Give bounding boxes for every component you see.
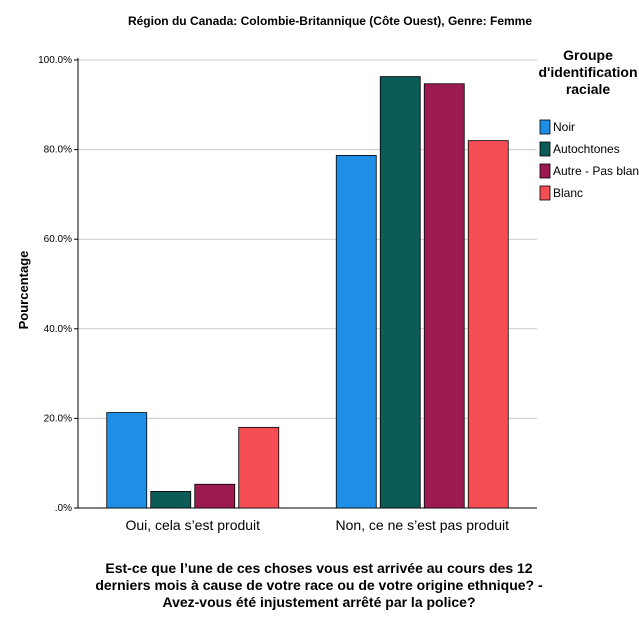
x-axis-label-line: Est-ce que l’une de ces choses vous est …: [105, 560, 532, 576]
bar: [106, 412, 148, 509]
bar: [423, 83, 465, 509]
legend-title: raciale: [566, 81, 611, 97]
legend-label: Noir: [553, 120, 575, 134]
bar: [238, 426, 280, 509]
x-axis-label: Est-ce que l’une de ces choses vous est …: [95, 560, 543, 610]
x-category-label: Non, ce ne s’est pas produit: [335, 517, 509, 533]
y-tick-label: 20.0%: [44, 413, 72, 424]
y-tick-label: .0%: [55, 503, 72, 514]
y-tick-label: 60.0%: [44, 234, 72, 245]
legend-label: Autre - Pas blanc: [553, 164, 639, 178]
legend-swatch: [539, 141, 551, 157]
bars: [106, 76, 509, 509]
legend-title: Groupe: [563, 47, 613, 63]
bar: [150, 491, 192, 509]
legend-swatch: [539, 185, 551, 201]
legend-swatch: [539, 119, 551, 135]
y-tick-labels: .0% 20.0% 40.0% 60.0% 80.0% 100.0%: [38, 55, 72, 514]
x-category-labels: Oui, cela s’est produit Non, ce ne s’est …: [125, 517, 509, 533]
y-tick-label: 100.0%: [38, 55, 72, 66]
bar: [335, 155, 377, 509]
x-axis-label-line: derniers mois à cause de votre race ou d…: [95, 577, 543, 593]
chart-title: Région du Canada: Colombie-Britannique (…: [128, 14, 532, 28]
legend-swatch: [539, 163, 551, 179]
legend-label: Blanc: [553, 186, 583, 200]
bar: [379, 76, 421, 509]
legend-label: Autochtones: [553, 142, 620, 156]
bar: [194, 483, 236, 509]
y-tick-label: 80.0%: [44, 145, 72, 156]
bar: [467, 140, 509, 509]
legend-title: d'identification: [539, 64, 638, 80]
x-axis-label-line: Avez-vous été injustement arrêté par la …: [162, 594, 475, 610]
y-tick-label: 40.0%: [44, 324, 72, 335]
x-category-label: Oui, cela s’est produit: [125, 517, 260, 533]
y-axis-label: Pourcentage: [16, 251, 31, 330]
